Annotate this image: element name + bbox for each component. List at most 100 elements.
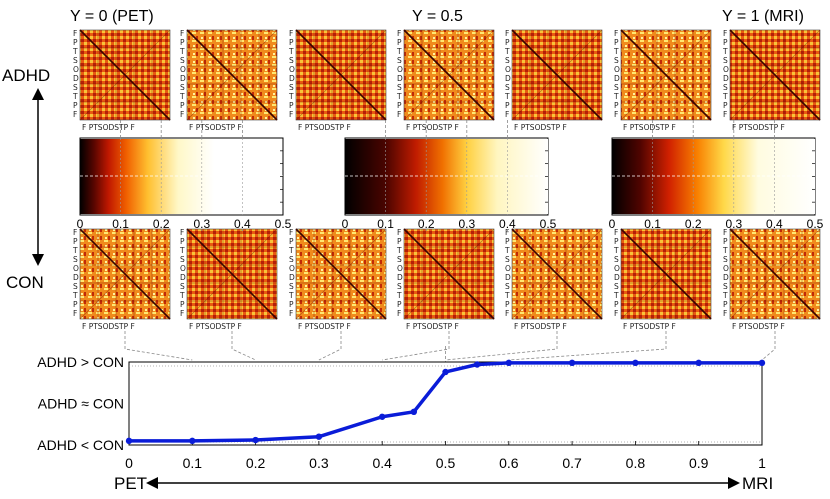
matrix-y-tick: O (289, 264, 295, 273)
matrix-x-ticks: F PTSODSTP F (732, 322, 785, 331)
matrix-y-tick: P (505, 237, 510, 246)
matrix-y-tick: F (723, 29, 727, 38)
plot-ytick-label: ADHD ≈ CON (38, 396, 124, 412)
matrix-y-tick: O (614, 65, 620, 74)
histogram-0: 0 0.1 0.2 0.3 0.4 0.5 (77, 137, 292, 231)
matrix-y-tick: T (288, 246, 294, 255)
matrix-diagonal (79, 29, 171, 121)
matrix-y-tick: P (397, 237, 402, 246)
matrix-antidiagonal (511, 29, 603, 121)
histogram-xtick-label: 0 (342, 217, 349, 231)
matrix-y-tick: P (289, 38, 294, 47)
histogram-xtick-label: 0.2 (418, 217, 435, 231)
matrix-y-tick: F (614, 110, 618, 119)
matrix-y-tick: S (289, 56, 294, 65)
matrix-x-ticks: F PTSODSTP F (514, 123, 567, 132)
histogram-xtick-label: 0.2 (685, 217, 702, 231)
connector-line (508, 331, 667, 361)
plot-xtick-label: 0.3 (309, 455, 329, 471)
matrix-x-ticks: F PTSODSTP F (623, 322, 676, 331)
matrix-diagonal (79, 228, 171, 320)
matrix-y-tick: S (180, 56, 185, 65)
matrix-y-tick: F (289, 228, 293, 237)
histogram-xtick-label: 0.1 (377, 217, 394, 231)
matrix-y-tick: S (505, 56, 510, 65)
matrix-x-ticks: F PTSODSTP F (514, 322, 567, 331)
matrix-y-tick: T (504, 291, 510, 300)
matrix-y-tick: D (73, 273, 79, 282)
matrix-y-tick: P (505, 300, 510, 309)
matrix-y-tick: F (723, 110, 727, 119)
plot-ytick-label: ADHD < CON (37, 437, 124, 453)
plot-ytick-label: ADHD > CON (37, 354, 124, 370)
matrix-y-tick: O (289, 65, 295, 74)
matrix-y-tick: F (397, 110, 401, 119)
matrix-y-tick: P (723, 300, 728, 309)
series-point (189, 437, 196, 445)
matrix-y-tick: T (72, 92, 78, 101)
matrix-y-tick: D (505, 273, 511, 282)
row-label-con: CON (6, 273, 44, 292)
matrix-y-tick: P (723, 101, 728, 110)
matrix-y-tick: D (505, 74, 511, 83)
matrix-y-tick: F (505, 29, 509, 38)
matrix-y-tick: T (72, 47, 78, 56)
matrix-y-tick: S (397, 56, 402, 65)
row-label-adhd: ADHD (2, 66, 50, 85)
matrix-y-tick: S (505, 255, 510, 264)
connector-line (382, 331, 450, 361)
matrix-y-tick: F (180, 29, 184, 38)
matrix-y-tick: T (72, 291, 78, 300)
matrix-y-tick: P (397, 300, 402, 309)
matrix-y-tick: S (289, 282, 294, 291)
histogram-xtick-label: 0.1 (112, 217, 129, 231)
matrix-diagonal (186, 228, 278, 320)
matrix-y-tick: S (505, 282, 510, 291)
matrix-y-tick: T (396, 47, 402, 56)
series-point (505, 359, 512, 367)
matrix-diagonal (729, 228, 821, 320)
matrix-antidiagonal (729, 228, 821, 320)
matrix-y-tick: P (614, 101, 619, 110)
plot-xtick-label: 0.5 (436, 455, 456, 471)
matrix-y-tick: D (614, 74, 620, 83)
matrix-y-tick: T (288, 291, 294, 300)
series-point (315, 433, 323, 440)
series-point (442, 368, 449, 376)
matrix-y-tick: O (73, 264, 79, 273)
matrix-diagonal (511, 29, 603, 121)
connector-line (318, 331, 342, 361)
matrix-antidiagonal (403, 228, 495, 320)
matrix-y-tick: F (73, 228, 77, 237)
connector-line (761, 331, 776, 361)
matrix-y-tick: T (179, 47, 185, 56)
plot-xtick-label: 0.1 (183, 455, 203, 471)
matrix-y-tick: T (504, 92, 510, 101)
matrix-y-tick: P (289, 300, 294, 309)
matrix-y-tick: P (289, 101, 294, 110)
matrix-diagonal (729, 29, 821, 121)
matrix-y-tick: S (505, 83, 510, 92)
plot-xtick-label: 1 (758, 455, 766, 471)
matrix-y-tick: O (505, 264, 511, 273)
matrix-y-tick: S (397, 83, 402, 92)
plot-xtick-label: 0.8 (626, 455, 646, 471)
matrix-y-tick: D (180, 74, 186, 83)
plot-xtick-label: 0.7 (562, 455, 582, 471)
title-mri: Y = 1 (MRI) (722, 8, 804, 25)
connector-lines (120, 120, 776, 362)
matrix-y-tick: S (614, 282, 619, 291)
matrix-y-tick: F (397, 309, 401, 318)
matrix-y-tick: P (505, 38, 510, 47)
matrix-y-tick: O (397, 65, 403, 74)
matrix-y-tick: T (288, 47, 294, 56)
matrix-x-ticks: F PTSODSTP F (406, 322, 459, 331)
matrix-y-tick: O (723, 264, 729, 273)
